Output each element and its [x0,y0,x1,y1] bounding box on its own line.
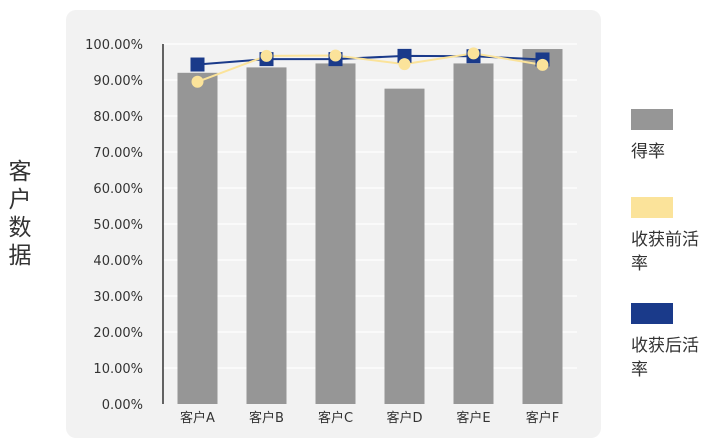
marker-pre-harvest-survival [191,75,204,88]
y-tick-label: 50.00% [93,218,143,233]
y-tick-label: 40.00% [93,254,143,269]
marker-post-harvest-survival [190,57,205,72]
bar [522,49,563,404]
marker-pre-harvest-survival [536,58,549,71]
x-tick-label: 客户F [526,410,559,426]
y-tick-label: 10.00% [93,362,143,377]
bar [246,67,287,405]
x-tick-label: 客户A [180,410,215,426]
legend-label-post-harvest-survival: 收获后活率 [631,336,699,380]
marker-pre-harvest-survival [260,49,273,62]
x-tick-label: 客户E [456,410,490,426]
x-tick-label: 客户D [386,410,422,426]
y-tick-label: 70.00% [93,146,143,161]
legend-swatch-yield [631,109,673,130]
legend-swatch-pre-harvest-survival [631,197,673,218]
y-axis-title-char-1: 客 [8,159,32,185]
x-tick-label: 客户B [249,410,284,426]
legend-swatch-post-harvest-survival [631,303,673,324]
y-tick-label: 100.00% [85,38,143,53]
marker-pre-harvest-survival [398,58,411,71]
y-tick-label: 60.00% [93,182,143,197]
marker-pre-harvest-survival [467,47,480,60]
bar [453,63,494,404]
y-axis-title-char-2: 户 [8,187,32,213]
y-axis-title: 客 户 数 据 [4,158,36,270]
x-tick-label: 客户C [318,410,353,426]
y-tick-label: 0.00% [102,398,143,413]
y-tick-label: 80.00% [93,110,143,125]
y-tick-label: 30.00% [93,290,143,305]
marker-pre-harvest-survival [329,49,342,62]
y-axis-title-char-3: 数 [8,215,32,241]
y-axis-title-char-4: 据 [8,243,32,269]
bar [177,72,218,405]
bar [384,88,425,404]
line-pre-harvest-survival [197,52,543,83]
legend-label-pre-harvest-survival: 收获前活率 [631,230,699,274]
bar [315,63,356,404]
legend-label-yield: 得率 [631,142,665,162]
y-tick-label: 20.00% [93,326,143,341]
y-tick-label: 90.00% [93,74,143,89]
